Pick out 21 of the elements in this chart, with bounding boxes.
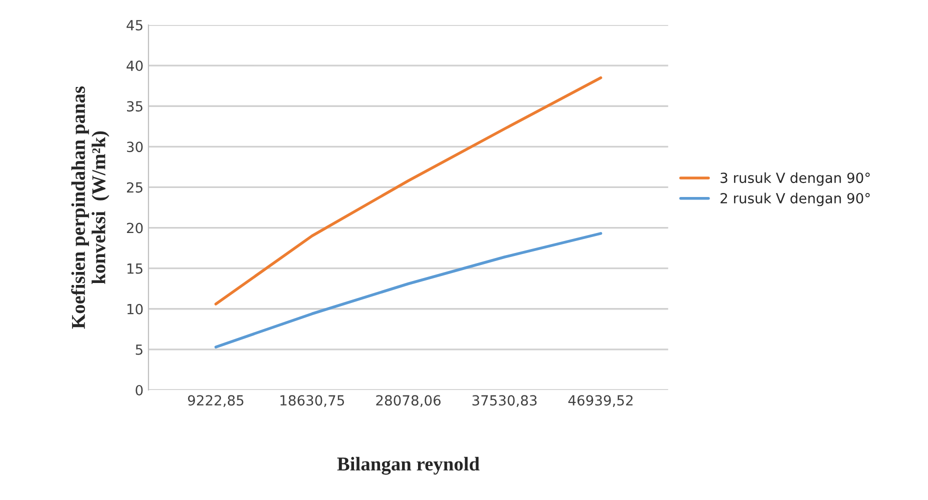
y-tick-label: 25 <box>126 182 142 193</box>
x-tick-label: 37530,83 <box>472 395 537 408</box>
x-tick-label: 46939,52 <box>568 395 633 408</box>
y-tick-label: 40 <box>126 60 143 72</box>
legend-label: 2 rusuk V dengan 90° <box>720 192 870 206</box>
y-axis-title: Koefisien perpindahan panas konveksi (W/m²k) <box>71 86 110 329</box>
y-tick-label: 35 <box>127 101 142 112</box>
line-series <box>214 76 602 306</box>
x-tick-label: 9222,85 <box>188 395 244 408</box>
line-series <box>214 232 602 348</box>
legend-label: 3 rusuk V dengan 90° <box>720 172 870 186</box>
x-tick-label: 18630,75 <box>280 395 344 408</box>
y-tick-label: 45 <box>126 20 142 30</box>
x-tick-label: 28078,06 <box>376 395 441 408</box>
y-tick-label: 10 <box>127 304 143 314</box>
y-tick-label: 15 <box>127 263 142 274</box>
y-tick-label: 5 <box>136 344 142 355</box>
y-tick-label: 0 <box>136 384 143 396</box>
y-tick-label: 20 <box>126 222 143 234</box>
y-tick-label: 30 <box>127 142 143 152</box>
x-axis-title: Bilangan reynold <box>337 456 480 475</box>
